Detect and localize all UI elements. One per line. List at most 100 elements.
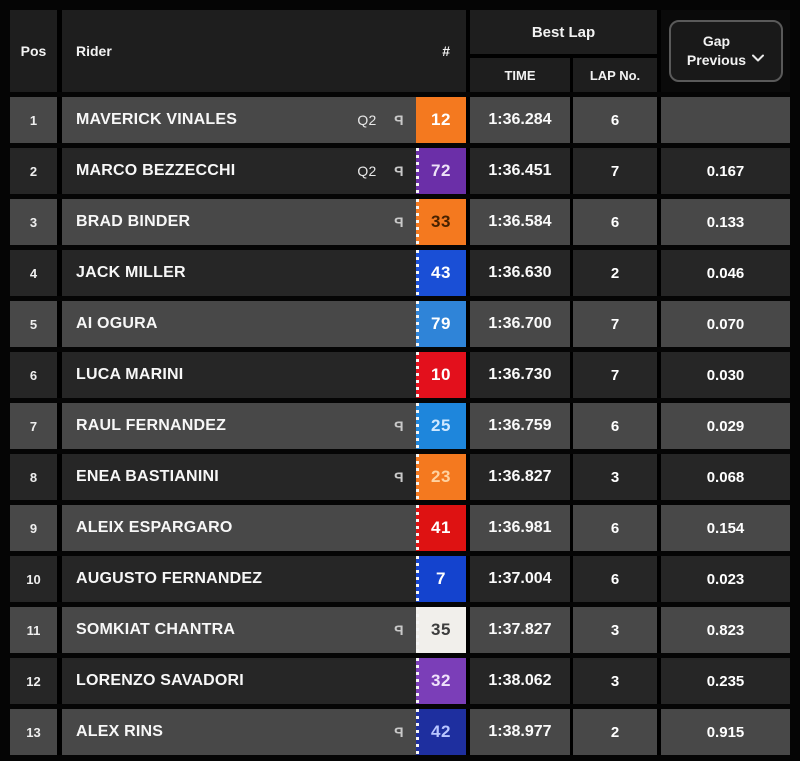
header-pos-label: Pos [20, 43, 47, 59]
rider-number-plate: 79 [416, 301, 466, 347]
position-value: 10 [26, 571, 41, 587]
rider-number: 32 [431, 671, 451, 690]
rider-name: SOMKIAT CHANTRA [76, 621, 236, 638]
table-row[interactable]: 3 BRAD BINDER P 33 1:36.584 6 0.133 [10, 199, 790, 245]
pit-icon: P [394, 418, 404, 434]
gap-previous-cell [657, 97, 790, 143]
table-row[interactable]: 1 MAVERICK VINALES Q2 P 12 1:36.284 6 [10, 97, 790, 143]
rider-number: 12 [431, 110, 451, 129]
table-row[interactable]: 8 ENEA BASTIANINI P 23 1:36.827 3 0.068 [10, 454, 790, 500]
pit-icon: P [394, 724, 404, 740]
table-row[interactable]: 11 SOMKIAT CHANTRA P 35 1:37.827 3 0.823 [10, 607, 790, 653]
header-best-lap-sub: TIME LAP No. [470, 58, 657, 92]
table-row[interactable]: 4 JACK MILLER P 43 1:36.630 2 0.046 [10, 250, 790, 296]
best-lap-time-value: 1:36.981 [488, 519, 552, 536]
best-lap-time-value: 1:36.827 [488, 468, 552, 485]
position-cell: 12 [10, 658, 57, 704]
rider-name: JACK MILLER [76, 264, 186, 281]
rider-cell: ENEA BASTIANINI P [57, 454, 416, 500]
rider-number: 7 [436, 569, 446, 588]
rider-cell: MARCO BEZZECCHI Q2 P [57, 148, 416, 194]
position-cell: 3 [10, 199, 57, 245]
best-lap-time-value: 1:37.004 [488, 570, 552, 587]
gap-previous-cell: 0.167 [657, 148, 790, 194]
position-value: 6 [29, 367, 38, 383]
gap-previous-cell: 0.029 [657, 403, 790, 449]
header-best-lap: Best Lap TIME LAP No. [466, 10, 657, 92]
table-row[interactable]: 13 ALEX RINS P 42 1:38.977 2 0.915 [10, 709, 790, 755]
rider-number: 25 [431, 416, 451, 435]
header-rider: Rider # [57, 10, 466, 92]
position-cell: 9 [10, 505, 57, 551]
table-row[interactable]: 6 LUCA MARINI P 10 1:36.730 7 0.030 [10, 352, 790, 398]
rider-cell: SOMKIAT CHANTRA P [57, 607, 416, 653]
rider-name: ALEX RINS [76, 723, 164, 740]
position-cell: 10 [10, 556, 57, 602]
best-lap-time-value: 1:38.977 [488, 723, 552, 740]
rider-cell: JACK MILLER P [57, 250, 416, 296]
best-lap-time-value: 1:36.451 [488, 162, 552, 179]
lap-number: 2 [570, 709, 657, 755]
best-lap-time: 1:36.284 [466, 97, 570, 143]
rider-number-plate: 33 [416, 199, 466, 245]
gap-previous-value: 0.029 [706, 417, 745, 435]
rider-number: 42 [431, 722, 451, 741]
header-gap: Gap Previous [657, 10, 790, 92]
gap-previous-label: Gap Previous [686, 33, 747, 68]
position-cell: 1 [10, 97, 57, 143]
rider-meta: P [394, 214, 404, 230]
rider-name: LORENZO SAVADORI [76, 672, 244, 689]
rider-cell: LUCA MARINI P [57, 352, 416, 398]
best-lap-time: 1:36.981 [466, 505, 570, 551]
lap-number: 7 [570, 148, 657, 194]
rider-cell: ALEIX ESPARGARO P [57, 505, 416, 551]
best-lap-time-value: 1:37.827 [488, 621, 552, 638]
rider-name: AUGUSTO FERNANDEZ [76, 570, 263, 587]
lap-number-value: 6 [610, 111, 620, 129]
position-value: 5 [29, 316, 38, 332]
rider-number-plate: 12 [416, 97, 466, 143]
lap-number-value: 6 [610, 570, 620, 588]
position-cell: 7 [10, 403, 57, 449]
gap-previous-cell: 0.023 [657, 556, 790, 602]
lap-number: 7 [570, 301, 657, 347]
position-cell: 2 [10, 148, 57, 194]
gap-previous-cell: 0.235 [657, 658, 790, 704]
position-value: 8 [29, 469, 38, 485]
gap-previous-value: 0.167 [706, 162, 745, 180]
rider-number: 10 [431, 365, 451, 384]
position-value: 4 [29, 265, 38, 281]
gap-previous-cell: 0.823 [657, 607, 790, 653]
gap-previous-value: 0.133 [706, 213, 745, 231]
table-row[interactable]: 12 LORENZO SAVADORI P 32 1:38.062 3 0.23… [10, 658, 790, 704]
gap-previous-cell: 0.154 [657, 505, 790, 551]
gap-previous-cell: 0.068 [657, 454, 790, 500]
gap-previous-value: 0.046 [706, 264, 745, 282]
rider-number-plate: 42 [416, 709, 466, 755]
lap-number-value: 6 [610, 213, 620, 231]
best-lap-time-value: 1:36.700 [488, 315, 552, 332]
rider-cell: MAVERICK VINALES Q2 P [57, 97, 416, 143]
table-row[interactable]: 10 AUGUSTO FERNANDEZ P 7 1:37.004 6 0.02… [10, 556, 790, 602]
rider-number: 33 [431, 212, 451, 231]
table-row[interactable]: 2 MARCO BEZZECCHI Q2 P 72 1:36.451 7 0.1… [10, 148, 790, 194]
rider-meta: P [394, 469, 404, 485]
rider-name: RAUL FERNANDEZ [76, 417, 227, 434]
table-row[interactable]: 9 ALEIX ESPARGARO P 41 1:36.981 6 0.154 [10, 505, 790, 551]
gap-previous-value: 0.070 [706, 315, 745, 333]
table-row[interactable]: 7 RAUL FERNANDEZ P 25 1:36.759 6 0.029 [10, 403, 790, 449]
gap-previous-dropdown[interactable]: Gap Previous [668, 20, 783, 82]
table-row[interactable]: 5 AI OGURA P 79 1:36.700 7 0.070 [10, 301, 790, 347]
rider-name: AI OGURA [76, 315, 158, 332]
lap-number-value: 2 [610, 264, 620, 282]
best-lap-time: 1:38.062 [466, 658, 570, 704]
session-badge: Q2 [357, 163, 377, 179]
rider-name: MAVERICK VINALES [76, 111, 238, 128]
rider-meta: P [394, 418, 404, 434]
header-number-label: # [442, 43, 450, 59]
best-lap-time-value: 1:38.062 [488, 672, 552, 689]
rider-cell: RAUL FERNANDEZ P [57, 403, 416, 449]
gap-previous-value: 0.154 [706, 519, 745, 537]
position-value: 7 [29, 418, 38, 434]
pit-icon: P [394, 112, 404, 128]
